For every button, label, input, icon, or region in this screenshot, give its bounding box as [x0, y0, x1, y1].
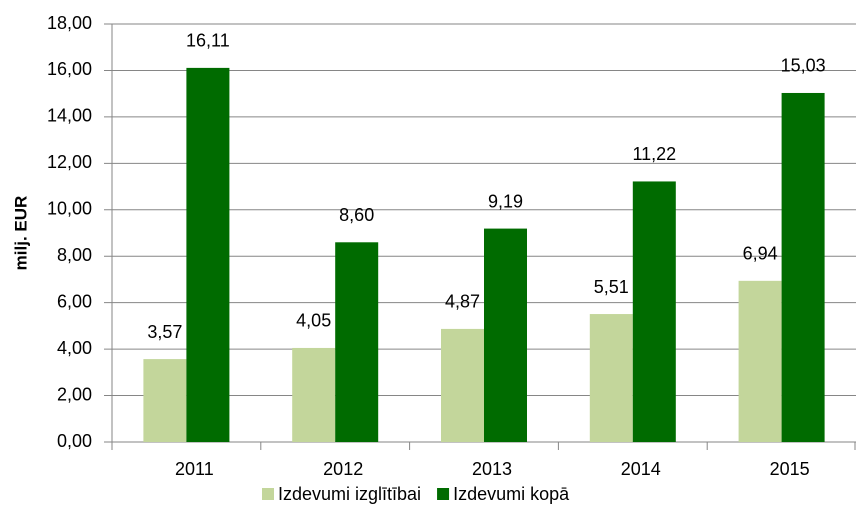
y-tick-label: 18,00 [47, 13, 92, 33]
value-label: 9,19 [488, 191, 523, 211]
legend-label: Izdevumi izglītībai [278, 484, 421, 504]
y-tick-label: 16,00 [47, 59, 92, 79]
y-tick-label: 8,00 [57, 245, 92, 265]
bar [738, 280, 782, 442]
value-label: 3,57 [147, 322, 182, 342]
value-label: 11,22 [632, 144, 676, 164]
bar [335, 242, 379, 442]
legend-swatch [437, 488, 450, 500]
x-tick-label: 2015 [770, 459, 810, 479]
y-tick-label: 6,00 [57, 291, 92, 311]
bar [441, 328, 484, 442]
legend-label: Izdevumi kopā [453, 484, 570, 504]
y-tick-label: 14,00 [47, 106, 92, 126]
value-label: 4,87 [445, 292, 480, 312]
y-tick-label: 4,00 [57, 338, 92, 358]
bar [484, 228, 527, 442]
y-tick-label: 10,00 [47, 199, 92, 219]
bar [781, 92, 825, 442]
legend-swatch [262, 488, 274, 500]
bar [632, 181, 676, 443]
y-tick-label: 12,00 [47, 152, 92, 172]
x-tick-label: 2013 [472, 459, 512, 479]
bar [589, 314, 633, 442]
x-tick-label: 2014 [621, 459, 661, 479]
y-axis-label: milj. EUR [11, 196, 30, 271]
bar [143, 359, 187, 442]
value-label: 4,05 [296, 311, 331, 331]
x-tick-label: 2012 [323, 459, 363, 479]
y-tick-label: 2,00 [57, 384, 92, 404]
value-label: 8,60 [339, 205, 374, 225]
value-label: 6,94 [743, 244, 778, 264]
bar [186, 67, 230, 442]
bar [292, 347, 336, 442]
value-label: 15,03 [781, 56, 826, 76]
y-tick-label: 0,00 [57, 431, 92, 451]
value-label: 5,51 [594, 277, 629, 297]
x-tick-label: 2011 [175, 459, 214, 479]
value-label: 16,11 [186, 31, 230, 51]
